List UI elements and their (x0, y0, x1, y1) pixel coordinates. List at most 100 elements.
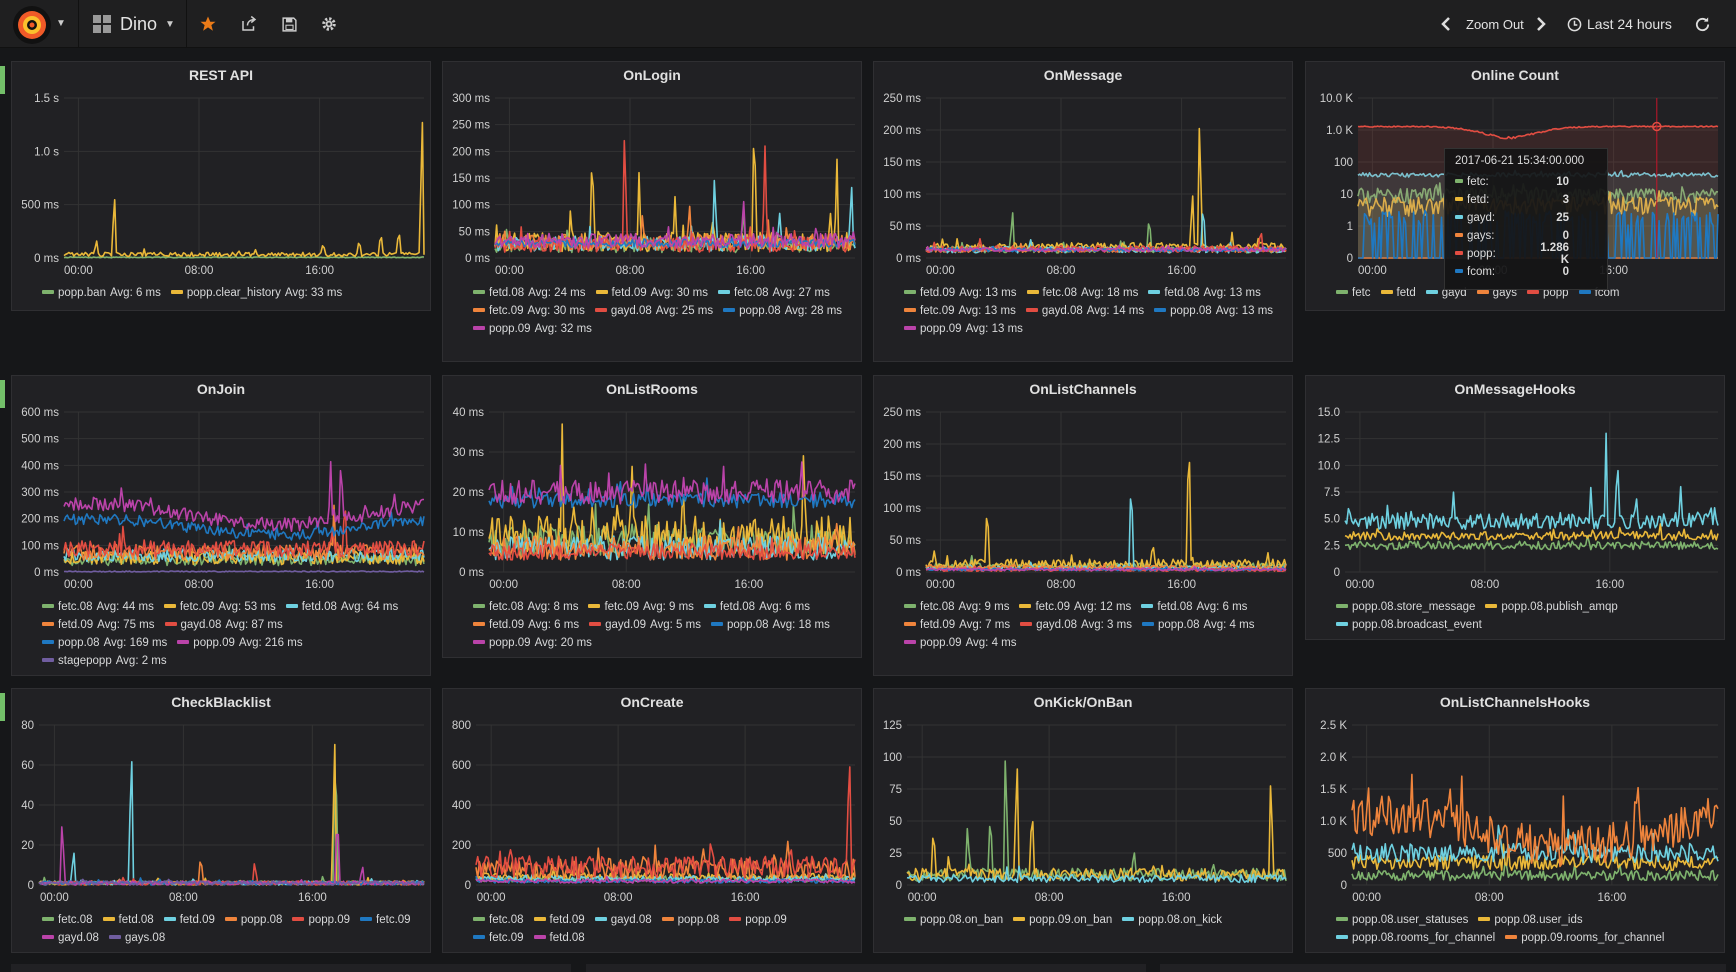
legend-item[interactable]: popp.08.publish_amqp (1485, 598, 1618, 616)
panel-chart[interactable]: 80 60 40 20 0 00:00 08:00 16:00 (12, 689, 432, 904)
legend-item[interactable]: fetd.09 Avg: 13 ms (904, 284, 1017, 302)
legend-item[interactable]: gays.08 (108, 929, 165, 947)
legend-item[interactable]: popp.08 (661, 911, 719, 929)
legend-item[interactable]: popp.08 Avg: 28 ms (723, 302, 842, 320)
panel-title[interactable]: CheckBlacklist (171, 694, 271, 710)
legend-item[interactable]: popp.09.rooms_for_channel (1505, 929, 1664, 947)
series-line[interactable] (38, 761, 425, 886)
legend-item[interactable]: fetd.09 (163, 911, 215, 929)
series-line[interactable] (906, 865, 1287, 884)
gear-icon[interactable] (318, 13, 340, 35)
legend-item[interactable]: popp.08 Avg: 18 ms (710, 616, 830, 634)
panel-title[interactable]: OnListRooms (606, 381, 698, 397)
menu-caret-icon[interactable]: ▼ (56, 18, 66, 29)
legend-item[interactable]: popp.08.user_statuses (1336, 911, 1468, 929)
series-line[interactable] (63, 510, 425, 558)
legend-item[interactable]: popp.08.on_ban (904, 911, 1003, 929)
legend-item[interactable]: fetc.08 Avg: 44 ms (42, 598, 154, 616)
panel-title[interactable]: OnCreate (620, 694, 684, 710)
legend-item[interactable]: fetd.09 (533, 911, 585, 929)
series-line[interactable] (63, 511, 425, 541)
series-line[interactable] (1351, 824, 1719, 864)
row-marker[interactable] (0, 693, 5, 721)
series-line[interactable] (1351, 861, 1719, 882)
legend-item[interactable]: gayd.08 Avg: 14 ms (1025, 302, 1144, 320)
legend-item[interactable]: popp.09 Avg: 20 ms (473, 634, 592, 652)
legend-item[interactable]: fetd.08 Avg: 6 ms (1141, 598, 1247, 616)
legend-item[interactable]: popp.08 Avg: 169 ms (42, 634, 167, 652)
legend-item[interactable]: fetc.08 (42, 911, 93, 929)
legend-item[interactable]: popp.09 Avg: 13 ms (904, 320, 1023, 338)
star-icon[interactable] (197, 13, 219, 35)
panel-title[interactable]: OnMessage (1043, 67, 1123, 83)
share-icon[interactable] (238, 13, 260, 35)
series-line[interactable] (925, 127, 1287, 252)
legend-item[interactable]: popp.09.on_ban (1013, 911, 1112, 929)
legend-item[interactable]: popp.08 Avg: 4 ms (1141, 616, 1254, 634)
legend-item[interactable]: fetc.08 Avg: 27 ms (718, 284, 830, 302)
series-line[interactable] (925, 244, 1287, 253)
legend-item[interactable]: fetc.09 (360, 911, 411, 929)
legend-item[interactable]: fetd.09 Avg: 75 ms (42, 616, 155, 634)
legend-item[interactable]: popp.09 Avg: 32 ms (473, 320, 592, 338)
panel-title[interactable]: Online Count (1471, 67, 1559, 83)
legend-item[interactable]: gayd.08 Avg: 87 ms (164, 616, 283, 634)
series-line[interactable] (475, 875, 856, 884)
series-line[interactable] (925, 461, 1287, 571)
panel-chart[interactable]: 125 100 75 50 25 0 00:00 08:00 16:00 (874, 689, 1294, 904)
panel-title[interactable]: OnLogin (623, 67, 681, 83)
legend-item[interactable]: popp.08.user_ids (1478, 911, 1583, 929)
panel-onlistchannelshooks[interactable]: OnListChannelsHooks 2.5 K 2.0 K 1.5 K 1.0 K… (1305, 688, 1725, 953)
panel-onlistchannels[interactable]: OnListChannels 250 ms 200 ms 150 ms 100 ms 5… (873, 375, 1293, 676)
legend-item[interactable]: fetd.08 Avg: 24 ms (473, 284, 586, 302)
legend-item[interactable]: fetd.08 Avg: 6 ms (703, 598, 810, 616)
legend-item[interactable]: fetc.09 Avg: 13 ms (904, 302, 1016, 320)
legend-item[interactable]: popp (1526, 284, 1569, 302)
legend-item[interactable]: stagepopp Avg: 2 ms (42, 652, 167, 670)
legend-item[interactable]: fetc.08 Avg: 18 ms (1026, 284, 1138, 302)
legend-item[interactable]: fetc.09 (473, 929, 524, 947)
legend-item[interactable]: popp.09 Avg: 216 ms (177, 634, 303, 652)
panel-onmessage[interactable]: OnMessage 250 ms 200 ms 150 ms 100 ms 50 ms 0… (873, 61, 1293, 362)
legend-item[interactable]: gayd.09 Avg: 5 ms (589, 616, 701, 634)
legend-item[interactable]: fetc.08 Avg: 8 ms (473, 598, 578, 616)
panel-onlogin[interactable]: OnLogin 300 ms 250 ms 200 ms 150 ms 100 ms 50… (442, 61, 862, 362)
legend-item[interactable]: fetc.08 (473, 911, 524, 929)
series-line[interactable] (1344, 535, 1719, 551)
series-line[interactable] (63, 255, 425, 259)
legend-item[interactable]: popp.08.broadcast_event (1336, 616, 1482, 634)
legend-item[interactable]: gayd.08 (42, 929, 99, 947)
series-line[interactable] (488, 522, 856, 561)
legend-item[interactable]: fetd.08 (533, 929, 585, 947)
legend-item[interactable]: popp.08.store_message (1336, 598, 1475, 616)
series-line[interactable] (63, 460, 424, 532)
legend-item[interactable]: popp.08 (224, 911, 282, 929)
time-range-picker[interactable]: Last 24 hours (1567, 12, 1672, 36)
legend-item[interactable]: fetc.08 Avg: 9 ms (904, 598, 1009, 616)
grafana-logo-icon[interactable] (12, 5, 52, 45)
panel-title[interactable]: OnListChannels (1029, 381, 1137, 397)
panel-chart[interactable]: 250 ms 200 ms 150 ms 100 ms 50 ms 0 ms 00:00 08… (874, 376, 1294, 591)
panel-onlistrooms[interactable]: OnListRooms 40 ms 30 ms 20 ms 10 ms 0 ms 00:0… (442, 375, 862, 658)
legend-item[interactable]: popp.ban Avg: 6 ms (42, 284, 161, 302)
series-line[interactable] (63, 570, 425, 573)
panel-chart[interactable]: 2.5 K 2.0 K 1.5 K 1.0 K 500 0 00:00 08:00 16:00 (1306, 689, 1726, 904)
legend-item[interactable]: fetc.09 Avg: 9 ms (588, 598, 694, 616)
legend-item[interactable]: fetd.08 (102, 911, 154, 929)
panel-chart[interactable]: 300 ms 250 ms 200 ms 150 ms 100 ms 50 ms 0 ms 0… (443, 62, 863, 277)
legend-item[interactable]: gays (1476, 284, 1517, 302)
panel-title[interactable]: OnMessageHooks (1454, 381, 1576, 397)
legend-item[interactable]: fetd.09 Avg: 7 ms (904, 616, 1010, 634)
legend-item[interactable]: popp.09 (729, 911, 787, 929)
legend-item[interactable]: popp.08 Avg: 13 ms (1154, 302, 1273, 320)
time-shift-forward-button[interactable] (1535, 12, 1547, 36)
series-line[interactable] (475, 766, 856, 879)
legend-item[interactable]: popp.clear_history Avg: 33 ms (170, 284, 342, 302)
panel-onjoin[interactable]: OnJoin 600 ms 500 ms 400 ms 300 ms 200 ms 100… (11, 375, 431, 676)
series-line[interactable] (1351, 773, 1719, 868)
series-line[interactable] (1344, 523, 1719, 541)
panel-title[interactable]: OnJoin (196, 381, 246, 397)
series-line[interactable] (63, 121, 425, 258)
series-line[interactable] (488, 461, 856, 505)
panel-chart[interactable]: 40 ms 30 ms 20 ms 10 ms 0 ms 00:00 08:00 16:00 (443, 376, 863, 591)
